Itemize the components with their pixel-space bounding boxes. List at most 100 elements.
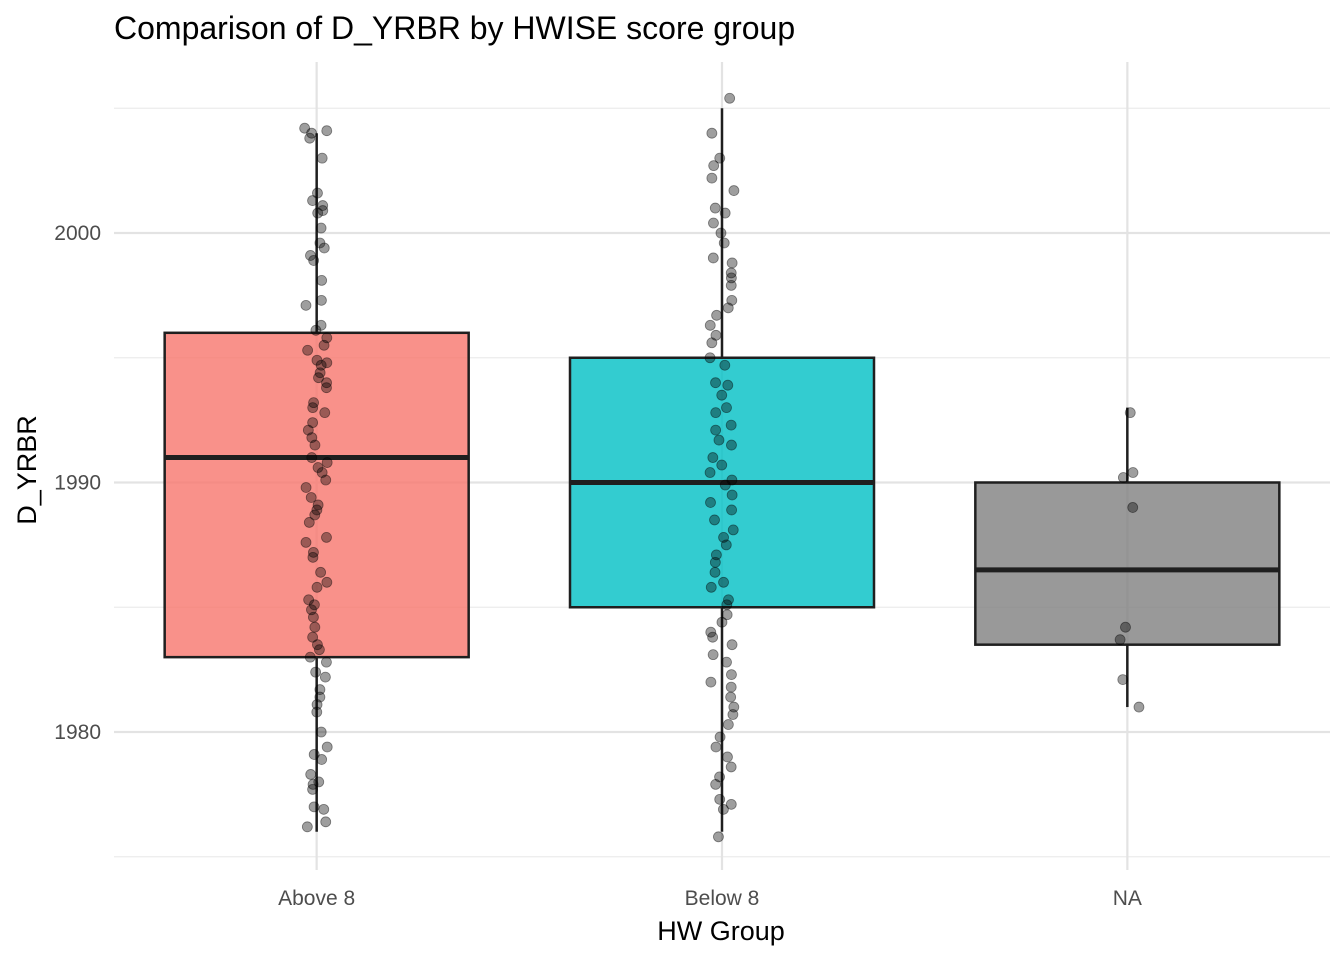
data-point <box>316 152 328 164</box>
data-point <box>725 681 737 693</box>
x-axis-ticks: Above 8 Below 8 NA <box>278 887 1142 910</box>
data-point <box>705 676 717 688</box>
data-point <box>705 626 717 638</box>
data-point <box>303 594 315 606</box>
data-point <box>315 726 327 738</box>
y-tick-label: 1980 <box>54 721 101 744</box>
data-point <box>1120 621 1131 633</box>
data-point <box>308 397 320 409</box>
data-point <box>714 731 726 743</box>
data-point <box>317 205 329 216</box>
x-tick-label: Below 8 <box>685 887 760 910</box>
data-point <box>705 497 716 508</box>
data-point <box>316 275 328 286</box>
data-point <box>727 524 739 536</box>
data-point <box>709 202 721 214</box>
x-axis-title: HW Group <box>657 916 785 946</box>
data-point <box>718 237 730 249</box>
data-point <box>311 504 323 516</box>
box-na <box>974 481 1281 646</box>
data-point <box>321 576 333 588</box>
data-point <box>726 294 738 306</box>
data-point <box>725 798 737 810</box>
data-point <box>312 462 324 473</box>
data-point <box>309 599 320 611</box>
data-point <box>704 352 716 364</box>
data-point <box>315 359 327 371</box>
data-point <box>718 803 729 815</box>
boxes <box>163 108 1281 832</box>
data-point <box>722 751 733 763</box>
data-point <box>722 302 734 314</box>
data-point <box>307 402 319 414</box>
data-point <box>305 492 317 503</box>
data-point <box>720 539 732 551</box>
data-point <box>315 566 327 578</box>
data-point <box>321 357 333 369</box>
y-axis-ticks: 1980 1990 2000 <box>54 222 101 744</box>
data-point <box>308 749 320 760</box>
data-point <box>713 831 724 843</box>
data-point <box>709 514 720 526</box>
data-point <box>721 402 732 414</box>
data-point <box>707 631 719 643</box>
data-point <box>306 604 317 616</box>
data-point <box>722 379 734 391</box>
data-point <box>300 299 312 311</box>
data-point <box>315 319 327 331</box>
data-point <box>307 783 319 795</box>
data-point <box>319 407 331 419</box>
data-point <box>719 359 731 371</box>
data-point <box>714 152 726 164</box>
data-point <box>318 803 330 815</box>
data-point <box>707 252 719 264</box>
data-point <box>713 434 725 446</box>
data-point <box>726 439 737 451</box>
data-point <box>321 125 333 137</box>
data-point <box>708 160 720 172</box>
data-point <box>310 666 322 678</box>
data-point <box>312 187 323 199</box>
data-point <box>725 761 737 773</box>
data-point <box>304 651 316 663</box>
data-point <box>726 639 738 651</box>
x-tick-label: NA <box>1113 887 1142 910</box>
data-point <box>1114 634 1126 646</box>
data-point <box>307 631 319 643</box>
data-point <box>307 195 318 206</box>
jitter-points <box>299 92 1145 843</box>
data-point <box>719 479 731 491</box>
data-point <box>309 439 321 451</box>
data-point <box>727 709 739 720</box>
data-point <box>726 489 738 501</box>
data-point <box>716 459 728 471</box>
data-point <box>714 771 725 783</box>
data-point <box>315 222 327 234</box>
data-point <box>721 656 732 668</box>
data-point <box>708 217 719 229</box>
data-point <box>313 372 324 384</box>
data-point <box>321 382 332 394</box>
data-point <box>310 324 322 336</box>
data-point <box>726 669 737 681</box>
data-point <box>311 354 323 366</box>
data-point <box>312 207 324 219</box>
y-tick-label: 2000 <box>54 222 101 245</box>
data-point <box>706 127 718 139</box>
data-point <box>314 684 326 695</box>
data-point <box>321 741 333 753</box>
data-point <box>311 581 323 593</box>
data-point <box>305 769 317 780</box>
data-point <box>320 816 332 828</box>
data-point <box>724 92 736 104</box>
data-point <box>709 566 721 578</box>
data-point <box>1124 407 1136 419</box>
data-point <box>311 699 323 710</box>
data-point <box>725 272 737 284</box>
data-point <box>721 609 733 621</box>
data-point <box>705 581 717 593</box>
data-point <box>302 344 314 356</box>
data-point <box>300 536 312 548</box>
data-point <box>726 474 738 486</box>
